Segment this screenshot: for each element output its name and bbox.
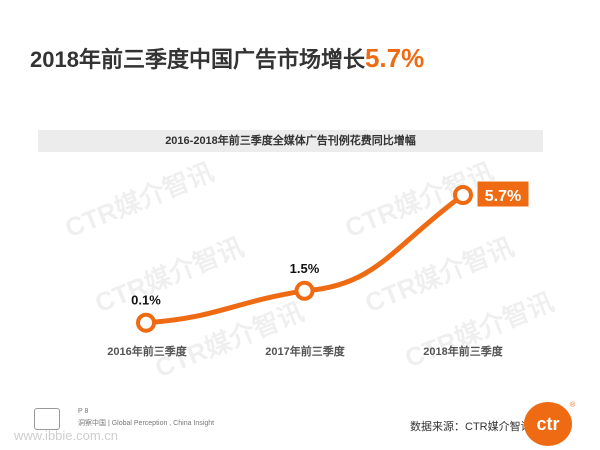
- certification-seal-icon: [34, 408, 60, 430]
- data-point-3: [453, 185, 473, 205]
- ctr-logo: ctr: [524, 402, 572, 446]
- data-label-2: 1.5%: [290, 261, 320, 276]
- data-label-3: 5.7%: [485, 188, 521, 205]
- data-source: 数据来源：CTR媒介智讯: [410, 421, 532, 433]
- page-headline: 2018年前三季度中国广告市场增长5.7%: [30, 42, 424, 74]
- x-tick-label-2: 2017年前三季度: [265, 344, 345, 358]
- data-label-1: 0.1%: [131, 293, 161, 308]
- page-number: P 8: [78, 408, 89, 415]
- footer-branding: P 8 洞察中国 | Global Perception , China Ins…: [40, 408, 214, 428]
- highlight-label-box: [476, 180, 530, 208]
- data-point-2: [294, 280, 315, 301]
- headline-highlight: 5.7%: [364, 43, 425, 73]
- data-point-1: [136, 312, 156, 333]
- footer-slogan: 洞察中国 | Global Perception , China Insight: [78, 420, 215, 427]
- chart-title: 2016-2018年前三季度全媒体广告刊例花费同比增幅: [38, 130, 543, 152]
- series-line: [143, 192, 466, 326]
- x-tick-label-1: 2016年前三季度: [107, 344, 187, 358]
- x-tick-label-3: 2018年前三季度: [423, 344, 503, 358]
- headline-text: 2018年前三季度中国广告市场增长: [30, 47, 365, 72]
- registered-mark: ®: [570, 402, 576, 409]
- footer-url: www.ibbie.com.cn: [14, 428, 119, 443]
